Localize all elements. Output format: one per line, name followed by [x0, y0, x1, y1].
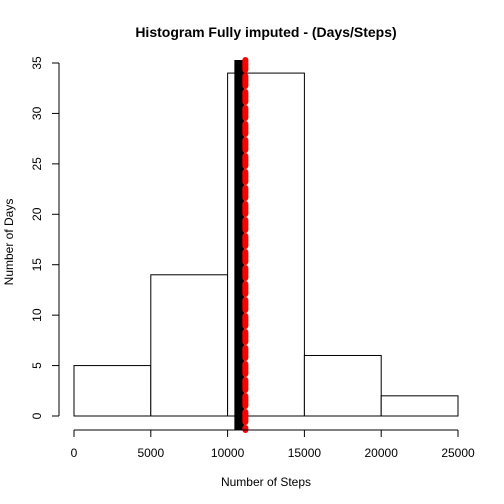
- y-axis: 0 5 10 15 20 25 30 35: [30, 56, 60, 419]
- x-tick-label: 0: [71, 446, 78, 460]
- y-tick-label: 5: [30, 362, 44, 369]
- y-tick-label: 35: [30, 56, 44, 70]
- reference-lines: [234, 57, 249, 433]
- y-tick-label: 15: [30, 258, 44, 272]
- x-axis-label: Number of Steps: [221, 475, 311, 489]
- x-axis: 0 5000 10000 15000 20000 25000: [71, 429, 475, 460]
- y-tick-label: 30: [30, 106, 44, 120]
- histogram-bar-5: [380, 395, 459, 417]
- y-tick-label: 25: [30, 157, 44, 171]
- histogram-bars: [73, 72, 459, 417]
- y-tick-label: 0: [30, 412, 44, 419]
- histogram-bar-2: [150, 274, 229, 417]
- y-tick-label: 10: [30, 308, 44, 322]
- x-tick-label: 10000: [211, 446, 245, 460]
- y-axis-label: Number of Days: [2, 199, 16, 286]
- y-tick-label: 20: [30, 207, 44, 221]
- x-tick-label: 25000: [441, 446, 475, 460]
- x-tick-label: 20000: [365, 446, 399, 460]
- x-tick-label: 5000: [137, 446, 164, 460]
- x-tick-label: 15000: [288, 446, 322, 460]
- histogram-bar-1: [73, 365, 152, 417]
- chart-title: Histogram Fully imputed - (Days/Steps): [135, 24, 396, 40]
- histogram-bar-4: [303, 354, 382, 417]
